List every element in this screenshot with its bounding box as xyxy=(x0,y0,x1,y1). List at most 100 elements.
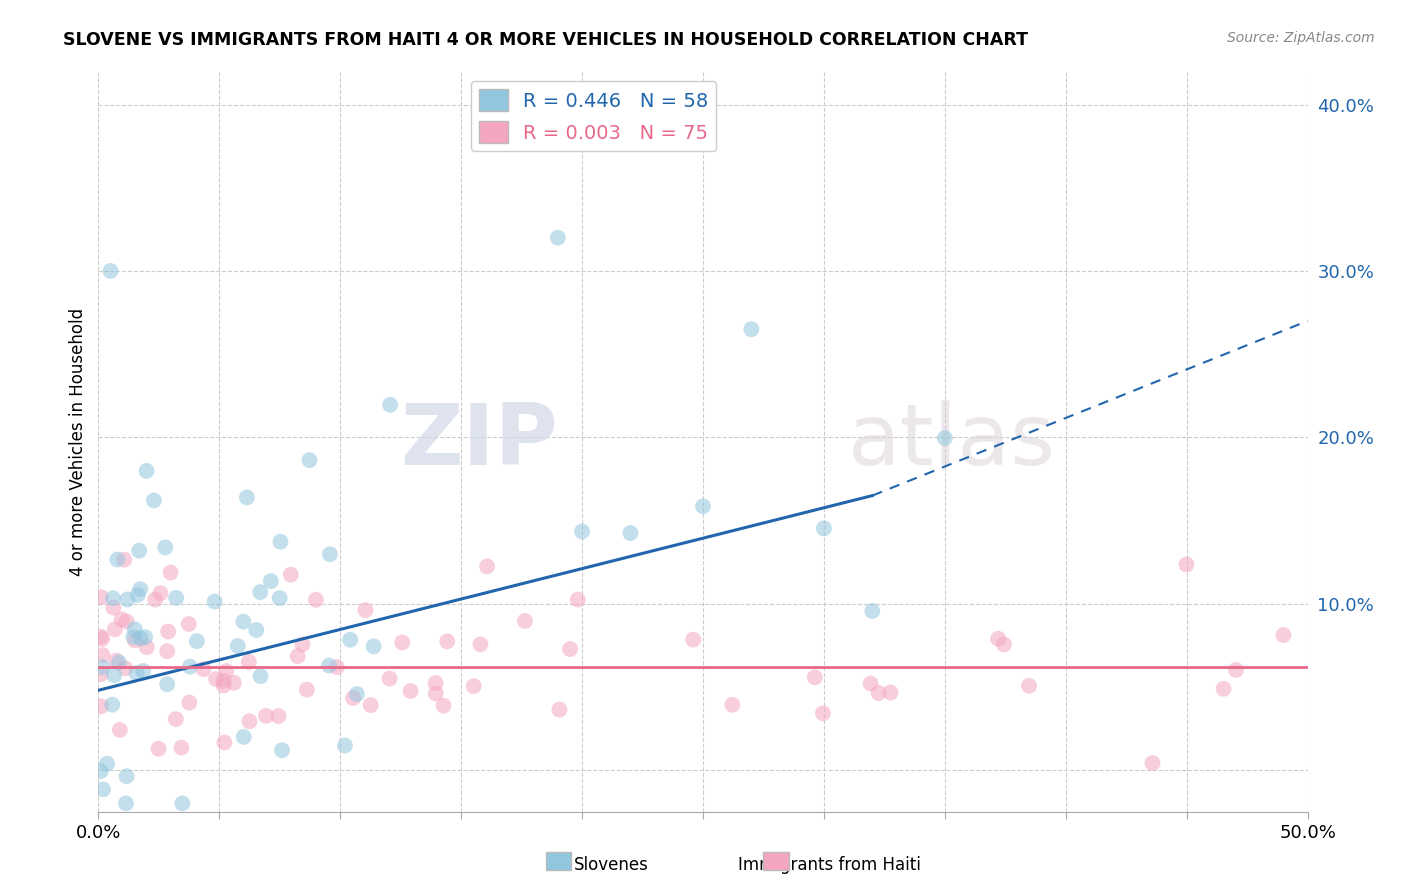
Point xyxy=(249,585,271,599)
Point xyxy=(91,660,114,674)
Point xyxy=(101,591,124,606)
Point xyxy=(100,264,122,278)
Point xyxy=(245,623,267,637)
Point xyxy=(222,675,245,690)
Point xyxy=(740,322,762,336)
Point xyxy=(399,684,422,698)
Point xyxy=(271,743,294,757)
Point xyxy=(470,637,492,651)
Point xyxy=(425,686,447,700)
Point xyxy=(298,453,321,467)
Point xyxy=(129,632,152,646)
Point xyxy=(212,678,235,692)
Point xyxy=(108,723,131,737)
Text: ZIP: ZIP xyxy=(401,400,558,483)
Point xyxy=(212,673,235,688)
Point xyxy=(91,648,114,662)
Point xyxy=(112,552,135,566)
Point xyxy=(105,552,128,566)
Point xyxy=(156,644,179,658)
Text: SLOVENE VS IMMIGRANTS FROM HAITI 4 OR MORE VEHICLES IN HOUSEHOLD CORRELATION CHA: SLOVENE VS IMMIGRANTS FROM HAITI 4 OR MO… xyxy=(63,31,1028,49)
Point xyxy=(108,656,131,670)
Point xyxy=(193,662,215,676)
Point xyxy=(157,624,180,639)
Point xyxy=(346,687,368,701)
Point xyxy=(129,582,152,596)
Point xyxy=(91,632,114,646)
Point xyxy=(115,615,138,629)
Point xyxy=(142,493,165,508)
Point xyxy=(127,588,149,602)
Point xyxy=(269,534,291,549)
Point xyxy=(186,634,208,648)
Point xyxy=(96,756,118,771)
Point xyxy=(1272,628,1295,642)
Point xyxy=(215,664,238,678)
Point xyxy=(90,699,112,714)
Point xyxy=(363,640,385,654)
Point xyxy=(804,670,827,684)
Point xyxy=(721,698,744,712)
Point xyxy=(879,685,901,699)
Point xyxy=(128,543,150,558)
Point xyxy=(380,398,402,412)
Point xyxy=(513,614,536,628)
Point xyxy=(859,676,882,690)
Point xyxy=(111,612,134,626)
Point xyxy=(90,630,112,644)
Point xyxy=(378,672,401,686)
Point xyxy=(360,698,382,712)
Point xyxy=(391,635,413,649)
Point xyxy=(148,741,170,756)
Point xyxy=(475,559,498,574)
Point xyxy=(287,649,309,664)
Point xyxy=(333,739,356,753)
Point xyxy=(105,654,128,668)
Point xyxy=(165,591,187,605)
Point xyxy=(249,669,271,683)
Point xyxy=(159,566,181,580)
Point xyxy=(1018,679,1040,693)
Point xyxy=(280,567,302,582)
Point xyxy=(155,541,177,555)
Point xyxy=(319,547,342,561)
Point xyxy=(170,740,193,755)
Point xyxy=(547,231,569,245)
Point xyxy=(122,630,145,644)
Point xyxy=(295,682,318,697)
Point xyxy=(232,615,254,629)
Y-axis label: 4 or more Vehicles in Household: 4 or more Vehicles in Household xyxy=(69,308,87,575)
Point xyxy=(103,668,125,682)
Point xyxy=(204,594,226,608)
Point xyxy=(987,632,1010,646)
Point xyxy=(1212,681,1234,696)
Point xyxy=(90,667,112,681)
Point xyxy=(236,491,259,505)
Point xyxy=(101,698,124,712)
Point xyxy=(1225,663,1247,677)
Point xyxy=(560,642,582,657)
Text: atlas: atlas xyxy=(848,400,1056,483)
Text: Immigrants from Haiti: Immigrants from Haiti xyxy=(738,856,921,874)
Point xyxy=(156,677,179,691)
Point xyxy=(305,592,328,607)
Point xyxy=(125,666,148,681)
Point xyxy=(436,634,458,648)
Point xyxy=(135,640,157,655)
Point xyxy=(1142,756,1164,770)
Point xyxy=(432,698,454,713)
Point xyxy=(254,709,277,723)
Point xyxy=(567,592,589,607)
Point xyxy=(114,661,136,675)
Point xyxy=(354,603,377,617)
Point xyxy=(165,712,187,726)
Point xyxy=(326,660,349,674)
Point xyxy=(214,735,236,749)
Point xyxy=(115,797,138,811)
Point xyxy=(1175,558,1198,572)
Point xyxy=(813,521,835,535)
Point xyxy=(238,655,260,669)
Point xyxy=(179,696,201,710)
Point xyxy=(132,664,155,678)
Point xyxy=(463,679,485,693)
